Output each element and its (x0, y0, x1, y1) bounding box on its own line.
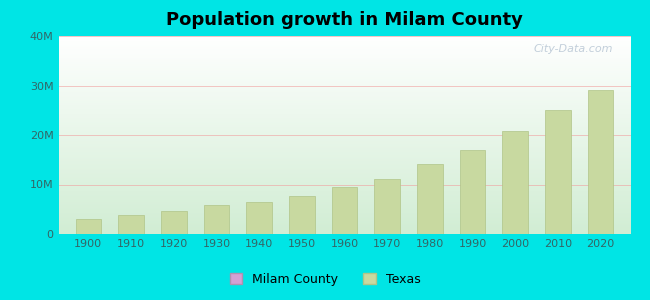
Text: City-Data.com: City-Data.com (534, 44, 614, 54)
Bar (161, 211, 187, 234)
Legend: Milam County, Texas: Milam County, Texas (225, 268, 425, 291)
Bar (417, 164, 443, 234)
Bar (118, 215, 144, 234)
Bar (502, 131, 528, 234)
Bar (75, 219, 101, 234)
Bar (545, 110, 571, 234)
Bar (246, 202, 272, 234)
Bar (460, 150, 486, 234)
Bar (332, 187, 358, 234)
Bar (289, 196, 315, 234)
Title: Population growth in Milam County: Population growth in Milam County (166, 11, 523, 29)
Bar (203, 205, 229, 234)
Bar (374, 178, 400, 234)
Bar (588, 90, 614, 234)
